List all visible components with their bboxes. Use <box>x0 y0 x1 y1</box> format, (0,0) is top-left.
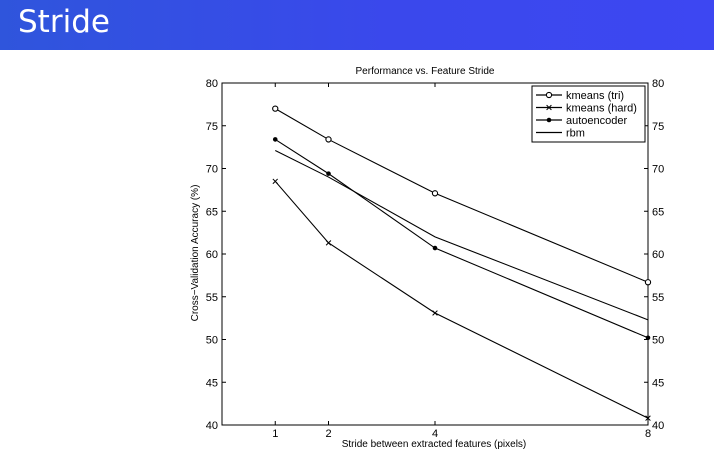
y-tick-label-right: 55 <box>652 292 664 304</box>
y-tick-label-left: 50 <box>206 335 218 347</box>
series-line-rbm <box>275 150 649 321</box>
data-point-kmeans-hard <box>325 240 332 246</box>
legend-marker-kmeans-hard <box>546 104 552 111</box>
y-tick-label-right: 65 <box>652 206 664 218</box>
y-tick-label-left: 45 <box>206 377 218 389</box>
y-tick-label-left: 60 <box>206 249 218 261</box>
chart-title: Performance vs. Feature Stride <box>356 66 495 77</box>
y-tick-label-right: 45 <box>652 377 664 389</box>
y-tick-label-left: 80 <box>206 78 218 90</box>
data-point-kmeans-tri <box>431 190 439 197</box>
data-point-autoencoder <box>272 137 278 142</box>
y-tick-label-left: 65 <box>206 206 218 218</box>
y-tick-label-left: 55 <box>206 292 218 304</box>
data-point-kmeans-tri <box>272 105 279 112</box>
slide-title: Stride <box>18 4 110 40</box>
data-point-kmeans-hard <box>432 310 438 316</box>
x-tick-label: 4 <box>432 428 438 440</box>
data-point-autoencoder <box>326 171 331 176</box>
y-tick-label-right: 75 <box>652 121 664 133</box>
series-line-kmeans-tri <box>274 108 649 283</box>
y-tick-label-left: 40 <box>206 420 218 432</box>
legend-marker-kmeans-tri <box>545 91 553 99</box>
data-point-kmeans-hard <box>272 178 279 185</box>
x-tick-label: 8 <box>645 428 651 440</box>
legend-marker-autoencoder <box>546 117 552 123</box>
y-tick-label-right: 70 <box>652 164 664 176</box>
y-axis-label: Cross−Validation Accuracy (%) <box>190 185 201 322</box>
legend-label-autoencoder: autoencoder <box>566 115 627 127</box>
x-tick-label: 2 <box>325 428 331 440</box>
data-point-kmeans-tri <box>644 279 652 286</box>
data-point-autoencoder <box>432 245 438 251</box>
y-tick-label-right: 50 <box>652 335 664 347</box>
series-line-kmeans-hard <box>274 180 649 419</box>
legend-label-kmeans-hard: kmeans (hard) <box>566 103 637 115</box>
data-point-kmeans-hard <box>645 415 651 421</box>
y-tick-label-left: 75 <box>206 121 218 133</box>
y-tick-label-left: 70 <box>206 164 218 176</box>
y-tick-label-right: 40 <box>652 420 664 432</box>
legend-label-rbm: rbm <box>566 128 585 140</box>
data-point-autoencoder <box>645 335 651 341</box>
y-tick-label-right: 60 <box>652 249 664 261</box>
x-tick-label: 1 <box>272 428 278 440</box>
data-point-kmeans-tri <box>325 136 332 143</box>
legend-label-kmeans-tri: kmeans (tri) <box>566 90 624 102</box>
title-banner: Stride <box>0 0 714 50</box>
y-tick-label-right: 80 <box>652 78 664 90</box>
series-line-autoencoder <box>274 138 649 339</box>
x-axis-label: Stride between extracted features (pixel… <box>342 439 527 450</box>
